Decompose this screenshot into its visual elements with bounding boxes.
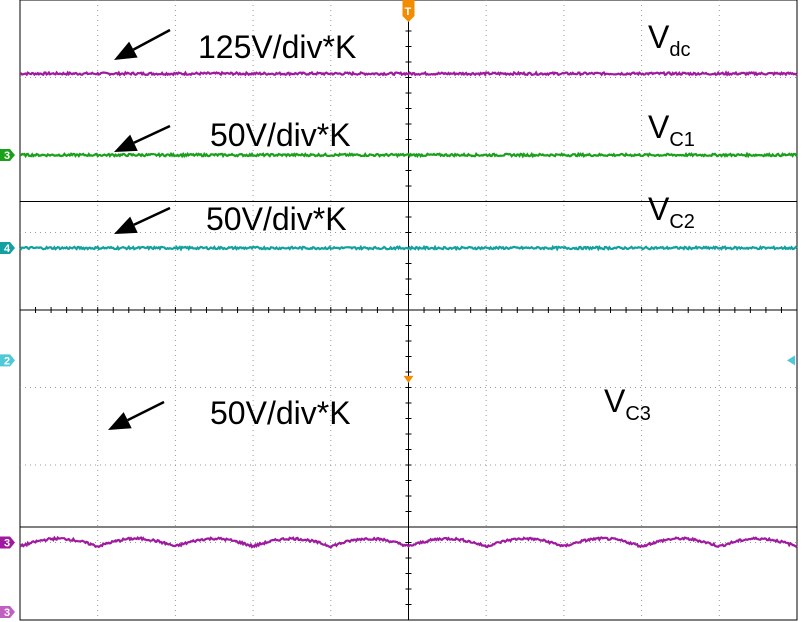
- annotation-arrow-vdc: [132, 28, 171, 51]
- scale-label-vc2: 50V/div*K: [206, 201, 347, 237]
- trace-vc1: [19, 151, 798, 159]
- channel-marker-vc3-label: 3: [4, 538, 10, 550]
- channel-marker-vc1: 3: [0, 149, 15, 162]
- annotation-arrow-vc2: [133, 206, 171, 226]
- scale-label-vc1: 50V/div*K: [210, 117, 351, 153]
- channel-marker-vc3: 3: [0, 536, 15, 550]
- trace-vdc: [19, 70, 798, 77]
- channel-marker-vc3-shape: [0, 536, 15, 549]
- channel-marker-vc1-shape: [0, 149, 15, 161]
- trace-vc2: [19, 244, 798, 252]
- trace-vc3: [19, 535, 798, 549]
- series-label-sub: dc: [669, 39, 690, 61]
- series-label-main: V: [604, 383, 626, 419]
- annotation-arrow-vc3: [127, 400, 165, 422]
- series-label-vc1: VC1: [648, 109, 695, 151]
- plot-grid: [19, 0, 798, 621]
- series-label-main: V: [648, 109, 670, 145]
- trigger-marker-shape: [402, 0, 415, 22]
- channel-marker-ground-label: 3: [4, 607, 10, 619]
- series-label-sub: C3: [625, 403, 651, 425]
- series-label-vc2: VC2: [648, 191, 695, 233]
- channel-marker-vc1-label: 3: [4, 150, 10, 162]
- annotation-arrowhead-vc2: [114, 216, 138, 234]
- channel-marker-vc2-label: 4: [4, 243, 11, 255]
- series-label-sub: C2: [669, 211, 695, 233]
- reference-arrow-right: [787, 355, 795, 366]
- series-label-sub: C1: [669, 129, 695, 151]
- series-label-main: V: [648, 191, 670, 227]
- channel-marker-vc2-shape: [0, 242, 15, 254]
- series-label-main: V: [648, 19, 670, 55]
- annotation-arrow-vc1: [133, 124, 171, 144]
- channel-marker-ground-shape: [0, 606, 15, 618]
- trigger-level-marker: [403, 375, 414, 383]
- annotation-arrowhead-vdc: [114, 41, 138, 60]
- channel-marker-vc2: 4: [0, 242, 15, 255]
- waveform-traces: [19, 70, 798, 549]
- scale-label-vc3: 50V/div*K: [210, 395, 351, 431]
- series-label-vc3: VC3: [604, 383, 651, 425]
- channel-marker-reference-shape: [0, 354, 15, 367]
- channel-marker-reference-label: 2: [4, 355, 10, 367]
- scale-label-vdc: 125V/div*K: [198, 29, 356, 65]
- trigger-marker: T: [402, 0, 415, 22]
- annotation-arrowhead-vc1: [114, 134, 138, 152]
- channel-marker-ground: 3: [0, 606, 15, 619]
- annotation-arrowhead-vc3: [108, 412, 132, 430]
- trigger-marker-label: T: [405, 6, 412, 18]
- channel-marker-reference: 2: [0, 354, 15, 367]
- series-label-vdc: Vdc: [648, 19, 690, 61]
